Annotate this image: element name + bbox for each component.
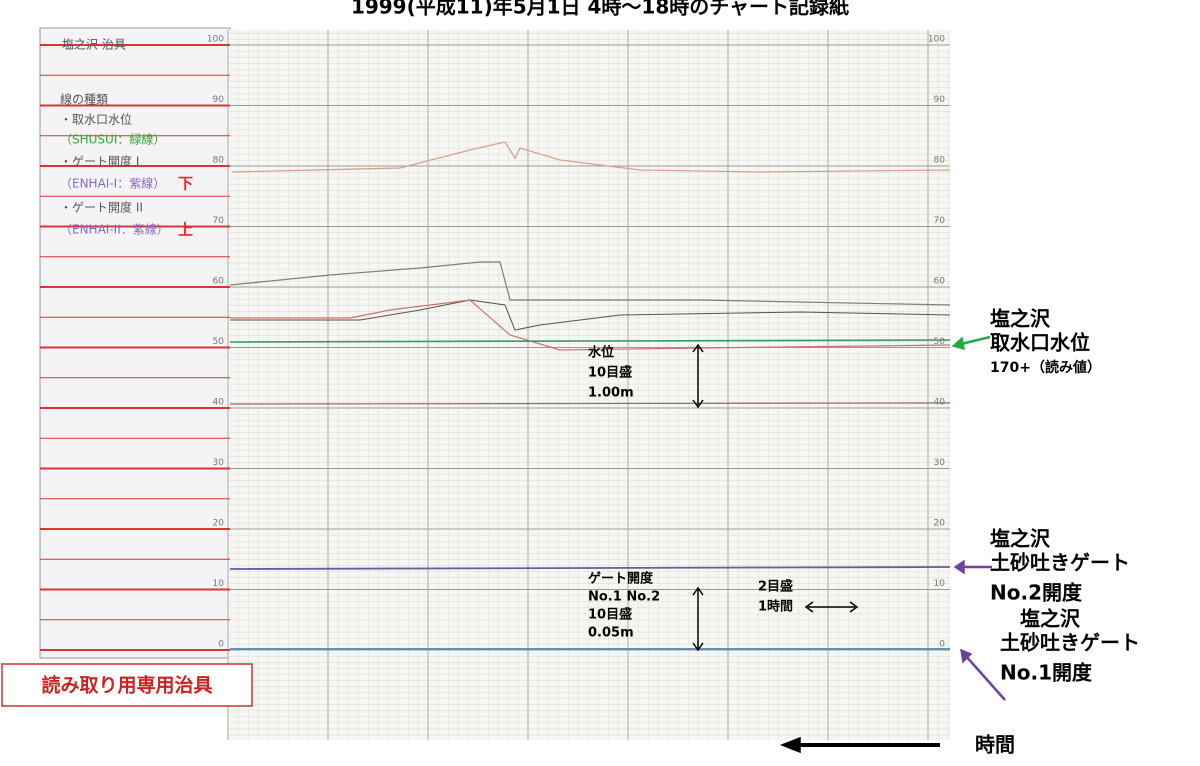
scale-label: 90	[934, 95, 946, 105]
title: 1999(平成11)年5月1日 4時〜18時のチャート記録紙	[351, 0, 849, 19]
fixture-label: 読み取り用専用治具	[41, 674, 212, 697]
fixture-text: （ENHAI-II：紫線）	[60, 222, 169, 237]
water-level-note: 1.00m	[588, 386, 634, 401]
scale-label: 50	[934, 337, 946, 347]
fixture-text: 塩之沢 治具	[62, 37, 126, 52]
scale-label: 80	[934, 156, 946, 166]
fixture-text: （ENHAI-I：紫線）	[60, 176, 165, 191]
callout-text: 塩之沢	[990, 527, 1051, 551]
fixture-text: 線の種類	[60, 92, 108, 107]
gate-note: 10目盛	[588, 607, 632, 623]
fixture-mark: 上	[178, 221, 193, 239]
scale-label: 10	[934, 579, 946, 589]
callout-text: No.1開度	[1000, 661, 1093, 685]
fixture-scale: 60	[213, 277, 225, 287]
page: 1999(平成11)年5月1日 4時〜18時のチャート記録紙 100908070…	[0, 0, 1200, 762]
scale-label: 20	[934, 519, 946, 529]
callout-text: 取水口水位	[990, 331, 1090, 355]
gate-note: 0.05m	[588, 626, 634, 641]
fixture-scale: 10	[213, 579, 225, 589]
callout-text: 塩之沢	[990, 307, 1051, 331]
callout-text: 170+（読み値）	[990, 359, 1101, 376]
fixture-text: ・取水口水位	[60, 112, 132, 127]
water-level-note: 水位	[588, 345, 614, 361]
fixture-text: （SHUSUI：緑線）	[60, 132, 165, 147]
time-label: 時間	[975, 733, 1015, 757]
fixture-scale: 20	[213, 519, 225, 529]
fixture-scale: 100	[207, 35, 224, 45]
water-level-note: 10目盛	[588, 365, 632, 381]
fixture-scale: 80	[213, 156, 225, 166]
callout-text: No.2開度	[990, 581, 1083, 605]
scale-label: 30	[934, 458, 946, 468]
time-scale-note: 2目盛	[758, 579, 793, 595]
fixture-mark: 下	[178, 175, 193, 193]
callout-text: 塩之沢	[1020, 607, 1081, 631]
callout-text: 土砂吐きゲート	[1000, 631, 1140, 655]
scale-label: 40	[934, 398, 946, 408]
fixture-text: ・ゲート開度 I	[60, 154, 139, 169]
fixture-scale: 0	[218, 640, 224, 650]
fixture-scale: 90	[213, 95, 225, 105]
scale-label: 70	[934, 216, 946, 226]
fixture-text: ・ゲート開度 II	[60, 200, 143, 215]
gate-note: ゲート開度	[588, 571, 654, 587]
fixture-scale: 40	[213, 398, 225, 408]
scale-label: 0	[939, 640, 945, 650]
fixture-scale: 30	[213, 458, 225, 468]
scale-label: 100	[928, 35, 945, 45]
fixture-scale: 50	[213, 337, 225, 347]
scale-label: 60	[934, 277, 946, 287]
gate-note: No.1 No.2	[588, 590, 660, 605]
time-scale-note: 1時間	[758, 599, 793, 615]
callout-text: 土砂吐きゲート	[990, 551, 1130, 575]
fixture-scale: 70	[213, 216, 225, 226]
